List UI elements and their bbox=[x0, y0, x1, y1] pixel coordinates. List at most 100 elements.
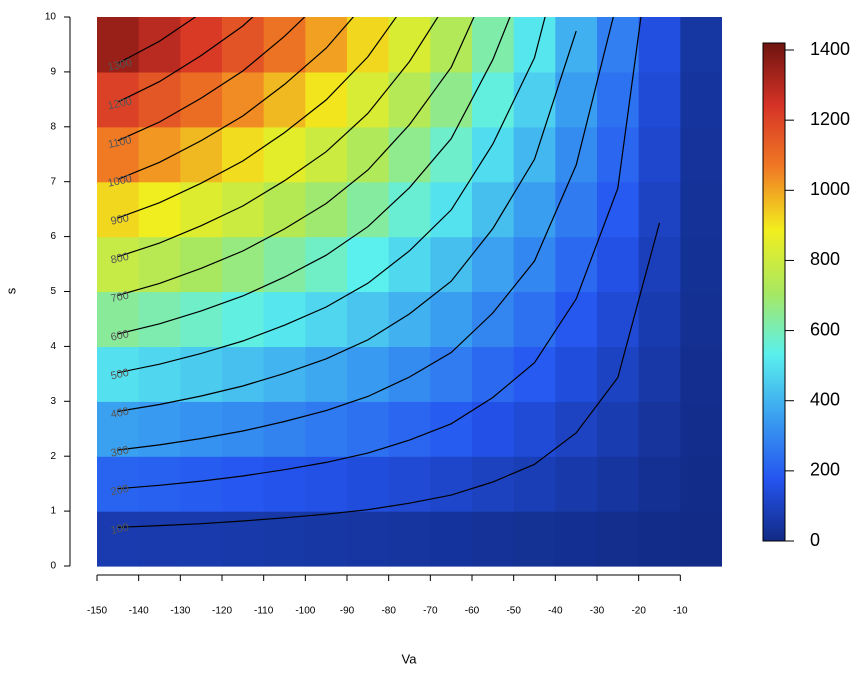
heat-cell bbox=[388, 181, 431, 238]
x-tick-label: -70 bbox=[423, 606, 438, 617]
contours: 100 200 300 400 500 600 700 800 900 1000 1100 1200 1… bbox=[107, 17, 661, 537]
heat-cell bbox=[638, 126, 681, 183]
colorbar-tick-label: 1000 bbox=[810, 179, 850, 199]
heat-cell bbox=[638, 346, 681, 402]
heat-cell bbox=[388, 346, 431, 402]
heat-cell bbox=[555, 346, 598, 402]
heat-cell bbox=[263, 181, 306, 238]
y-tick-label: 5 bbox=[50, 286, 56, 297]
x-tick-label: -40 bbox=[548, 606, 563, 617]
x-tick-label: -100 bbox=[295, 606, 315, 617]
y-tick-label: 10 bbox=[45, 12, 57, 23]
y-tick-label: 4 bbox=[50, 341, 56, 352]
heat-cell bbox=[597, 291, 640, 347]
heat-cell bbox=[263, 401, 306, 457]
heat-cell bbox=[680, 291, 722, 347]
heat-cell bbox=[347, 511, 390, 567]
heat-cell bbox=[430, 291, 473, 347]
heat-cell bbox=[513, 17, 556, 73]
heat-cell bbox=[555, 236, 598, 293]
heat-cell bbox=[263, 456, 306, 512]
contour-label: 1300 bbox=[107, 57, 133, 74]
heat-cell bbox=[388, 236, 431, 293]
x-axis-label: Va bbox=[402, 651, 418, 666]
heatmap bbox=[97, 17, 722, 567]
heat-cell bbox=[513, 456, 556, 512]
y-tick-label: 8 bbox=[50, 121, 56, 132]
heat-cell bbox=[97, 181, 140, 238]
contour-line bbox=[117, 17, 306, 142]
heat-cell bbox=[472, 401, 515, 457]
colorbar-tick-label: 600 bbox=[810, 319, 840, 339]
heat-cell bbox=[138, 181, 181, 238]
heat-cell bbox=[305, 181, 348, 238]
x-tick-label: -30 bbox=[590, 606, 605, 617]
heat-cell bbox=[388, 456, 431, 512]
heat-cell bbox=[472, 346, 515, 402]
heat-cell bbox=[180, 456, 223, 512]
heat-cell bbox=[347, 71, 390, 128]
heat-cell bbox=[680, 126, 722, 183]
heat-cell bbox=[472, 511, 515, 567]
heat-cell bbox=[138, 17, 181, 73]
x-tick-label: -20 bbox=[631, 606, 646, 617]
heat-cell bbox=[305, 291, 348, 347]
heat-cell bbox=[180, 401, 223, 457]
heat-cell bbox=[263, 71, 306, 128]
heat-cell bbox=[597, 126, 640, 183]
heat-cell bbox=[97, 346, 140, 402]
heat-cell bbox=[513, 401, 556, 457]
heat-cell bbox=[555, 511, 598, 567]
contour-label: 600 bbox=[110, 328, 130, 344]
heat-cell bbox=[430, 346, 473, 402]
contour-label: 500 bbox=[110, 367, 130, 383]
heat-cell bbox=[388, 511, 431, 567]
colorbar-tick-label: 0 bbox=[810, 530, 820, 550]
contour-label: 200 bbox=[110, 483, 130, 499]
heat-cell bbox=[597, 456, 640, 512]
heat-cell bbox=[638, 236, 681, 293]
heat-cell bbox=[138, 346, 181, 402]
heat-cell bbox=[555, 17, 598, 73]
heat-cell bbox=[638, 71, 681, 128]
heat-cell bbox=[180, 71, 223, 128]
heat-cell bbox=[472, 456, 515, 512]
heat-cell bbox=[472, 291, 515, 347]
x-tick-label: -90 bbox=[340, 606, 355, 617]
heat-cell bbox=[305, 126, 348, 183]
heat-cell bbox=[680, 71, 722, 128]
heat-cell bbox=[513, 511, 556, 567]
heat-cell bbox=[513, 236, 556, 293]
heat-cell bbox=[263, 17, 306, 73]
x-tick-label: -110 bbox=[254, 606, 274, 617]
y-tick-label: 3 bbox=[50, 396, 56, 407]
colorbar bbox=[762, 42, 786, 542]
heat-cell bbox=[388, 71, 431, 128]
contour-label: 1100 bbox=[107, 134, 133, 151]
x-tick-label: -80 bbox=[381, 606, 396, 617]
colorbar-tick-label: 400 bbox=[810, 389, 840, 409]
y-tick-label: 6 bbox=[50, 231, 56, 242]
heat-cell bbox=[680, 456, 722, 512]
heat-cell bbox=[347, 456, 390, 512]
y-tick-label: 7 bbox=[50, 176, 56, 187]
colorbar-tick-label: 200 bbox=[810, 460, 840, 480]
heat-cell bbox=[97, 401, 140, 457]
heat-cell bbox=[680, 401, 722, 457]
contour-line bbox=[117, 17, 511, 335]
heat-cell bbox=[638, 401, 681, 457]
contour-line bbox=[117, 17, 546, 374]
contour-label: 800 bbox=[110, 251, 130, 267]
heat-cell bbox=[222, 126, 265, 183]
colorbar-tick-label: 1200 bbox=[810, 109, 850, 129]
heat-cell bbox=[513, 291, 556, 347]
contour-line bbox=[117, 17, 254, 103]
heat-cell bbox=[97, 456, 140, 512]
contour-line bbox=[117, 17, 439, 258]
y-tick-label: 2 bbox=[50, 451, 56, 462]
heat-cell bbox=[597, 236, 640, 293]
heat-cell bbox=[555, 71, 598, 128]
contour-line bbox=[117, 17, 355, 180]
heat-cell bbox=[263, 346, 306, 402]
